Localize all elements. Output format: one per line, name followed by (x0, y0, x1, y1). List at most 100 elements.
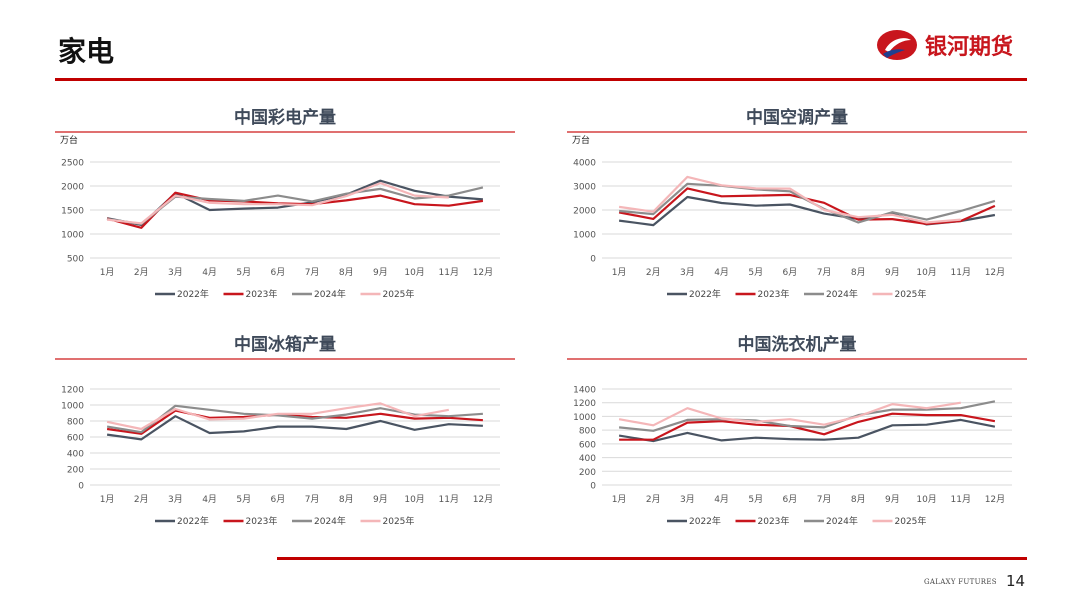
page-title: 家电 (58, 35, 115, 68)
chart-title: 中国空调产量 (746, 108, 848, 128)
x-tick-label: 9月 (373, 494, 388, 505)
x-tick-label: 2月 (134, 267, 149, 278)
x-tick-label: 4月 (202, 267, 217, 278)
y-tick-label: 1200 (573, 399, 596, 409)
x-tick-label: 1月 (100, 267, 115, 278)
y-tick-label: 600 (579, 440, 596, 450)
x-tick-label: 7月 (817, 494, 832, 505)
legend-label: 2022年 (689, 515, 721, 527)
chart-title-rule (55, 131, 515, 133)
footer-divider (277, 557, 1027, 560)
series-line-2025年 (618, 175, 961, 224)
x-tick-label: 10月 (404, 267, 424, 278)
y-tick-label: 200 (67, 466, 84, 476)
legend-label: 2023年 (246, 515, 278, 527)
series-line-2022年 (618, 418, 996, 443)
legend-label: 2024年 (314, 515, 346, 527)
x-tick-label: 3月 (168, 267, 183, 278)
x-tick-label: 3月 (168, 494, 183, 505)
y-tick-label: 1200 (61, 386, 84, 396)
x-tick-label: 1月 (612, 494, 627, 505)
y-tick-label: 4000 (573, 159, 596, 169)
x-tick-label: 5月 (748, 267, 763, 278)
x-tick-label: 3月 (680, 267, 695, 278)
x-tick-label: 8月 (339, 267, 354, 278)
y-tick-label: 600 (67, 434, 84, 444)
x-tick-label: 7月 (817, 267, 832, 278)
y-tick-label: 1400 (573, 386, 596, 396)
y-tick-label: 0 (78, 482, 84, 492)
y-tick-label: 1000 (61, 231, 84, 241)
y-axis-unit-label: 万台 (572, 135, 590, 146)
x-tick-label: 10月 (916, 267, 936, 278)
x-tick-label: 6月 (783, 267, 798, 278)
header-divider (55, 78, 1027, 81)
chart-title-rule (567, 358, 1027, 360)
x-tick-label: 5月 (748, 494, 763, 505)
chart-panel-ac: 中国空调产量 万台 0 1000 2000 3000 4000 1月 2月 3月 4月 5月 6月 7月… (567, 105, 1027, 320)
x-tick-label: 6月 (271, 494, 286, 505)
chart-title-rule (567, 131, 1027, 133)
y-tick-label: 1000 (61, 402, 84, 412)
y-tick-label: 2000 (573, 207, 596, 217)
y-tick-label: 1000 (573, 231, 596, 241)
x-tick-label: 9月 (885, 267, 900, 278)
y-tick-label: 0 (590, 255, 596, 265)
legend-label: 2023年 (246, 288, 278, 300)
y-tick-label: 1500 (61, 207, 84, 217)
legend-label: 2024年 (314, 288, 346, 300)
x-tick-label: 8月 (851, 494, 866, 505)
x-tick-label: 3月 (680, 494, 695, 505)
x-tick-label: 6月 (783, 494, 798, 505)
y-tick-label: 3000 (573, 183, 596, 193)
y-tick-label: 0 (590, 482, 596, 492)
chart-title: 中国冰箱产量 (234, 335, 336, 355)
footer-brand: GALAXY FUTURES (924, 578, 997, 586)
series-line-2025年 (106, 181, 449, 225)
series-line-2025年 (106, 402, 450, 431)
series-line-2025年 (618, 401, 961, 427)
x-tick-label: 9月 (885, 494, 900, 505)
logo-text: 银河期货 (925, 35, 1014, 60)
series-line-2023年 (106, 409, 483, 435)
x-tick-label: 1月 (100, 494, 115, 505)
series-line-2024年 (618, 400, 996, 432)
legend-label: 2023年 (758, 515, 790, 527)
y-tick-label: 800 (579, 427, 596, 437)
x-tick-label: 9月 (373, 267, 388, 278)
x-tick-label: 2月 (134, 494, 149, 505)
chart-ac-production: 万台 0 1000 2000 3000 4000 1月 2月 3月 4月 5月 6月 7月 8月 9月 10月… (572, 135, 1012, 300)
x-tick-label: 8月 (851, 267, 866, 278)
y-tick-label: 500 (67, 255, 84, 265)
chart-title: 中国洗衣机产量 (737, 335, 857, 355)
chart-title-rule (55, 358, 515, 360)
legend-label: 2022年 (177, 515, 209, 527)
legend-label: 2022年 (689, 288, 721, 300)
y-axis-unit-label: 万台 (60, 135, 78, 146)
x-tick-label: 1月 (612, 267, 627, 278)
x-tick-label: 10月 (404, 494, 424, 505)
page-number: 14 (1006, 572, 1026, 590)
x-tick-label: 12月 (985, 494, 1005, 505)
legend-label: 2022年 (177, 288, 209, 300)
chart-panel-washer: 中国洗衣机产量 0 200 400 600 800 1000 1200 1400 1月 2月 3月 4… (567, 332, 1027, 547)
chart-fridge-production: 0 200 400 600 800 1000 1200 1月 2月 3月 4月 5月 6月 7月 8月 9月 1… (61, 386, 500, 527)
x-tick-label: 4月 (714, 494, 729, 505)
x-tick-label: 2月 (646, 494, 661, 505)
chart-panel-tv: 中国彩电产量 万台 500 1000 1500 2000 2500 1月 2月 3月 4月 5月 6月… (55, 105, 515, 320)
x-tick-label: 7月 (305, 494, 320, 505)
series-line-2023年 (619, 412, 996, 441)
x-tick-label: 4月 (714, 267, 729, 278)
legend-label: 2023年 (758, 288, 790, 300)
x-tick-label: 11月 (951, 494, 971, 505)
series-line-2022年 (106, 415, 483, 441)
chart-title: 中国彩电产量 (234, 108, 336, 128)
y-tick-label: 2500 (61, 159, 84, 169)
y-tick-label: 1000 (573, 413, 596, 423)
y-tick-label: 400 (579, 454, 596, 464)
chart-washer-production: 0 200 400 600 800 1000 1200 1400 1月 2月 3月 4月 5月 6月 7月 8… (573, 386, 1012, 527)
x-tick-label: 12月 (473, 267, 493, 278)
legend-label: 2025年 (383, 288, 415, 300)
y-tick-label: 400 (67, 450, 84, 460)
x-tick-label: 12月 (473, 494, 493, 505)
